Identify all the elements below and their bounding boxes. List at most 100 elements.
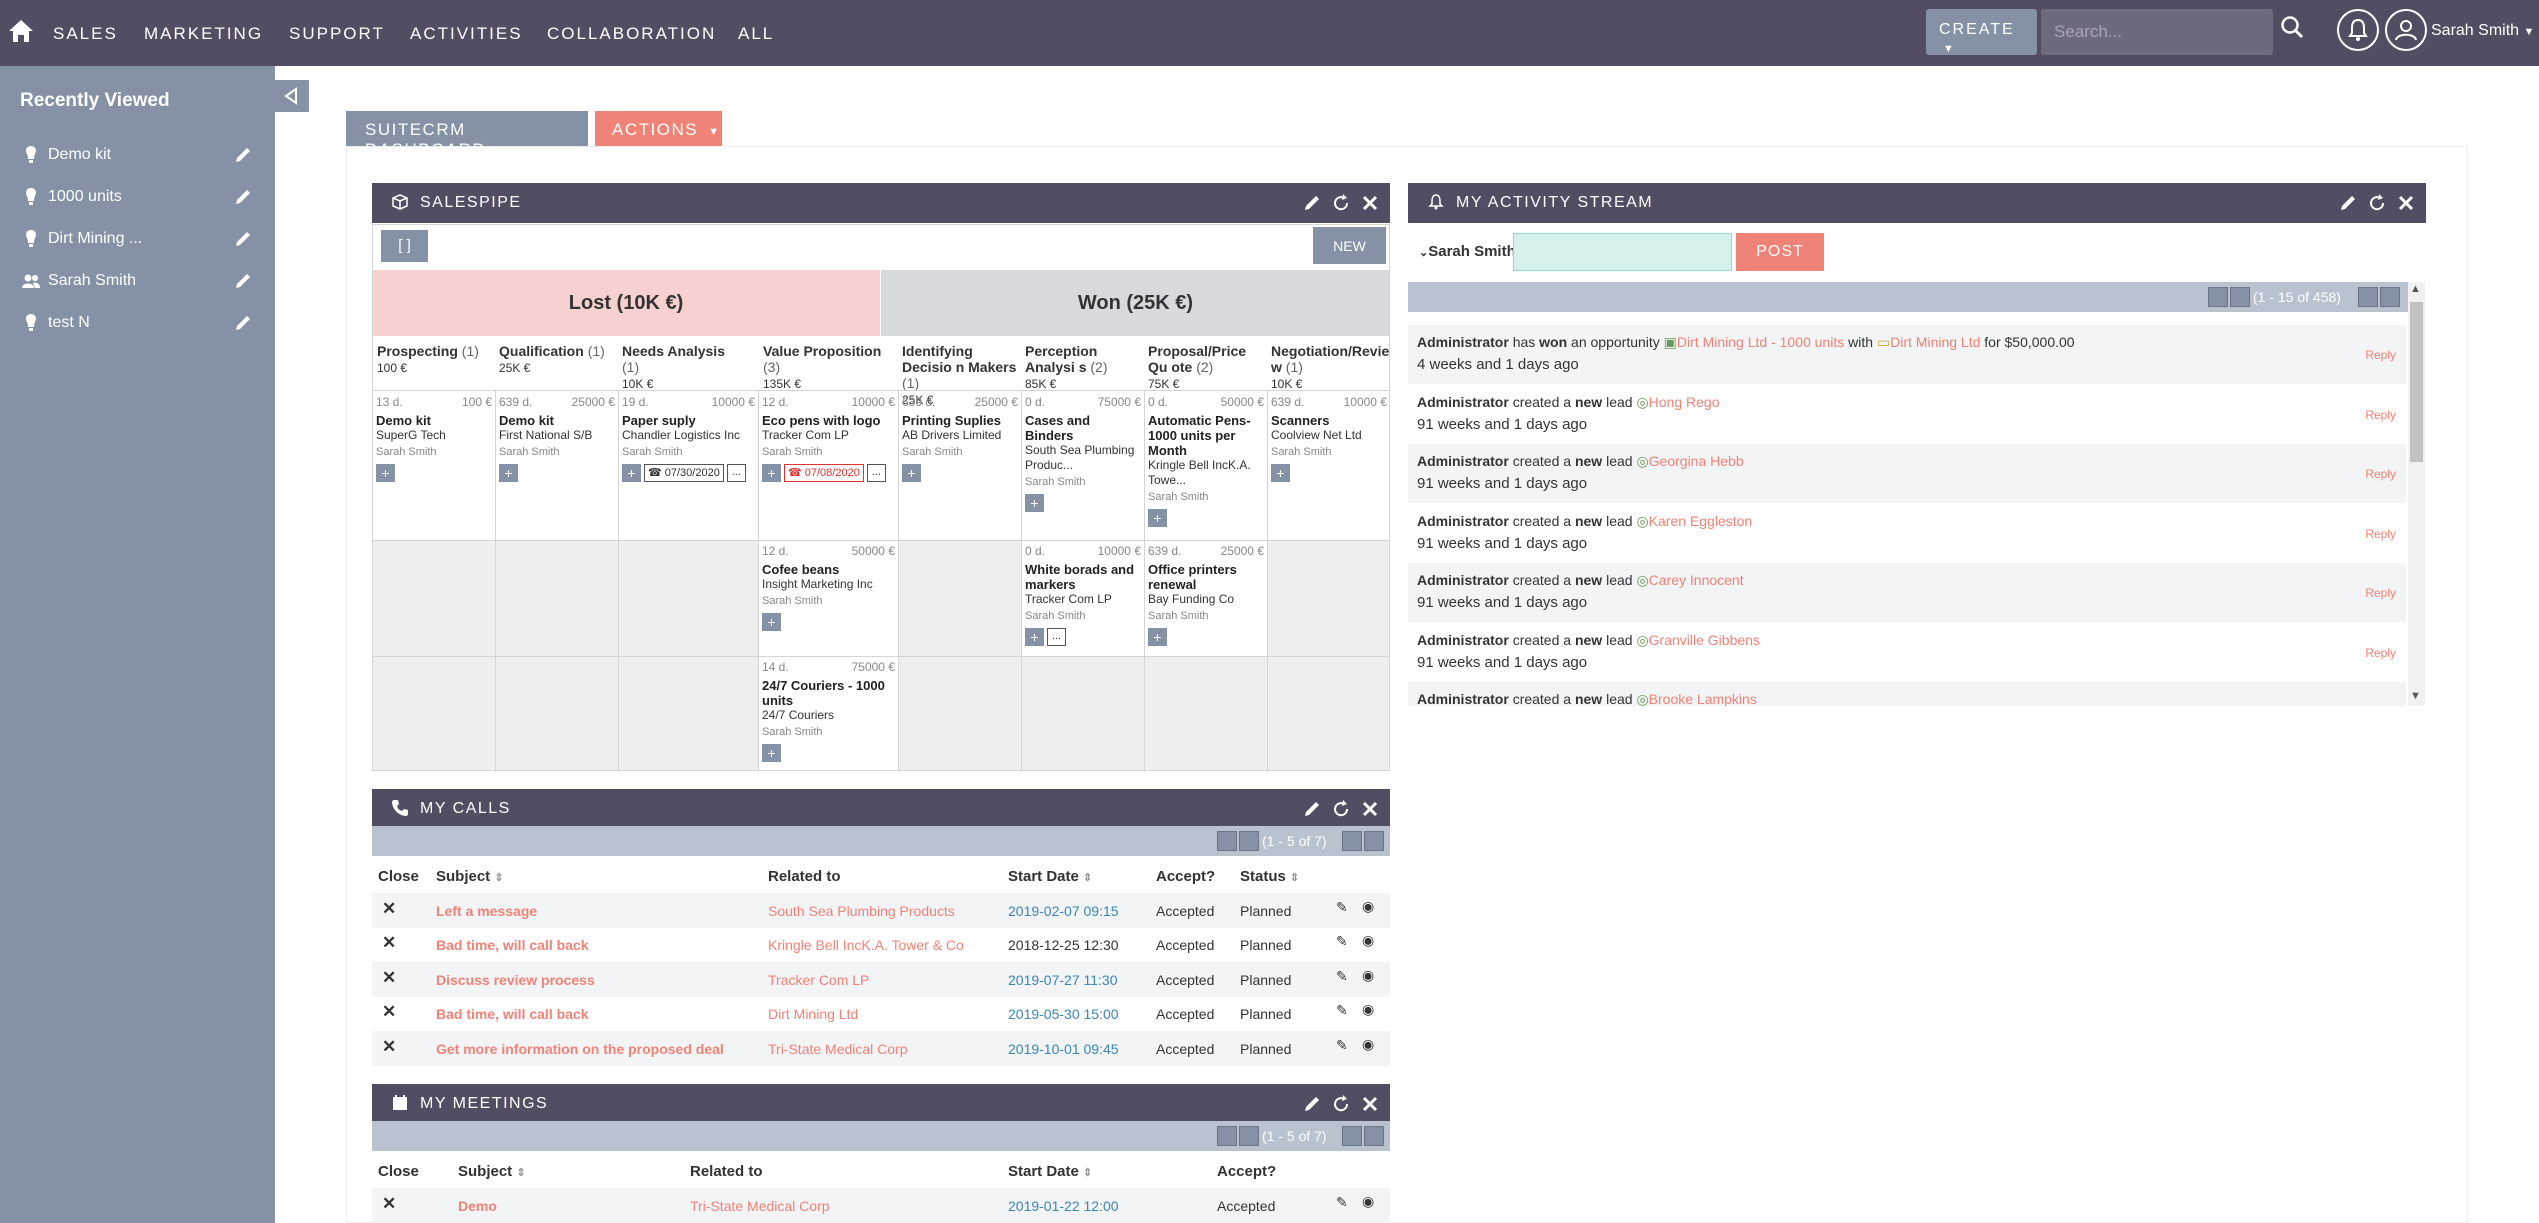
more-button[interactable]: ...: [1047, 628, 1066, 646]
user-avatar-button[interactable]: [2385, 9, 2427, 51]
search-icon[interactable]: [2279, 14, 2305, 40]
close-icon[interactable]: [1360, 799, 1380, 819]
add-button[interactable]: +: [376, 464, 395, 482]
sidebar-item-1000-units[interactable]: 1000 units: [0, 177, 275, 217]
pencil-icon[interactable]: [233, 271, 253, 291]
create-button[interactable]: CREATE ▼: [1926, 9, 2037, 55]
add-button[interactable]: +: [499, 464, 518, 482]
user-menu[interactable]: Sarah Smith ▼: [2431, 22, 2534, 40]
call-subject[interactable]: Bad time, will call back: [436, 937, 589, 953]
add-button[interactable]: +: [1271, 464, 1290, 482]
eye-icon[interactable]: ◉: [1362, 1001, 1375, 1017]
call-related[interactable]: Dirt Mining Ltd: [768, 1006, 859, 1022]
opportunity-card[interactable]: 14 d. 75000 € 24/7 Couriers - 1000 units …: [762, 660, 895, 762]
sidebar-item-test-n[interactable]: test N: [0, 303, 275, 343]
call-subject[interactable]: Left a message: [436, 903, 538, 919]
opportunity-card[interactable]: 0 d. 10000 € White borads and markers Tra…: [1025, 544, 1141, 646]
call-related[interactable]: Tracker Com LP: [768, 972, 870, 988]
post-input[interactable]: [1513, 233, 1732, 271]
card-name[interactable]: Cases and Binders: [1025, 413, 1091, 443]
activity-actor[interactable]: Administrator: [1417, 632, 1509, 648]
pencil-icon[interactable]: [2338, 193, 2358, 213]
pencil-icon[interactable]: ✎: [1336, 933, 1348, 949]
card-name[interactable]: Paper suply: [622, 413, 696, 428]
pencil-icon[interactable]: ✎: [1336, 1037, 1348, 1053]
actions-dropdown[interactable]: ACTIONS ▼: [595, 111, 722, 146]
opportunity-card[interactable]: 13 d. 100 € Demo kit SuperG Tech Sarah Sm…: [376, 395, 492, 482]
more-button[interactable]: ...: [866, 464, 886, 482]
activity-scrollbar-thumb[interactable]: [2410, 302, 2423, 462]
close-call-icon[interactable]: ✕: [382, 1037, 397, 1056]
opportunity-card[interactable]: 639 d. 25000 € Demo kit First National S/…: [499, 395, 615, 482]
opportunity-card[interactable]: 639 d. 25000 € Office printers renewal Ba…: [1148, 544, 1264, 646]
won-dropzone[interactable]: Won (25K €): [881, 270, 1390, 336]
refresh-icon[interactable]: [1331, 1094, 1351, 1114]
pencil-icon[interactable]: ✎: [1336, 1002, 1348, 1018]
pencil-icon[interactable]: [233, 313, 253, 333]
home-icon[interactable]: [7, 17, 35, 45]
next-page-button[interactable]: [2358, 287, 2378, 307]
eye-icon[interactable]: ◉: [1362, 898, 1375, 914]
activity-actor[interactable]: Administrator: [1417, 572, 1509, 588]
overdue-date-badge[interactable]: ☎ 07/08/2020: [784, 464, 864, 482]
eye-icon[interactable]: ◉: [1362, 967, 1375, 983]
activity-actor[interactable]: Administrator: [1417, 513, 1509, 529]
close-icon[interactable]: [2396, 193, 2416, 213]
activity-target-link[interactable]: Carey Innocent: [1648, 572, 1744, 588]
activity-target-link[interactable]: Karen Eggleston: [1648, 513, 1753, 529]
pencil-icon[interactable]: ✎: [1336, 968, 1348, 984]
eye-icon[interactable]: ◉: [1362, 932, 1375, 948]
reply-link[interactable]: Reply: [2365, 467, 2396, 481]
opportunity-card[interactable]: 19 d. 10000 € Paper suply Chandler Logist…: [622, 395, 755, 482]
sidebar-collapse-button[interactable]: [275, 80, 309, 112]
card-name[interactable]: Demo kit: [376, 413, 431, 428]
call-related[interactable]: Kringle Bell IncK.A. Tower & Co: [768, 937, 964, 953]
meeting-subject[interactable]: Demo: [458, 1198, 497, 1214]
col-start-date[interactable]: Start Date ⇕: [1008, 1163, 1092, 1180]
add-button[interactable]: +: [762, 613, 781, 631]
call-subject[interactable]: Discuss review process: [436, 972, 595, 988]
col-subject[interactable]: Subject ⇕: [458, 1163, 526, 1180]
pencil-icon[interactable]: [233, 145, 253, 165]
activity-target-link[interactable]: Hong Rego: [1648, 394, 1720, 410]
last-page-button[interactable]: [1364, 1126, 1384, 1146]
activity-actor[interactable]: Administrator: [1417, 691, 1509, 706]
reply-link[interactable]: Reply: [2365, 586, 2396, 600]
card-name[interactable]: Eco pens with logo: [762, 413, 881, 428]
eye-icon[interactable]: ◉: [1362, 1193, 1375, 1209]
reply-link[interactable]: Reply: [2365, 408, 2396, 422]
tab-suitecrm-dashboard[interactable]: SUITECRM DASHBOARD: [346, 111, 588, 159]
card-name[interactable]: Automatic Pens-1000 units per Month: [1148, 413, 1251, 458]
next-page-button[interactable]: [1342, 831, 1362, 851]
nav-sales[interactable]: SALES: [53, 24, 118, 43]
first-page-button[interactable]: [1217, 1126, 1237, 1146]
activity-actor[interactable]: Administrator: [1417, 394, 1509, 410]
add-button[interactable]: +: [1025, 494, 1044, 512]
activity-target-link[interactable]: Dirt Mining Ltd: [1890, 334, 1981, 350]
sidebar-item-demo-kit[interactable]: Demo kit: [0, 135, 275, 175]
opportunity-card[interactable]: 639 d. 10000 € Scanners Coolview Net Ltd …: [1271, 395, 1387, 482]
first-page-button[interactable]: [2208, 287, 2228, 307]
pencil-icon[interactable]: [233, 229, 253, 249]
lost-dropzone[interactable]: Lost (10K €): [372, 270, 880, 336]
next-page-button[interactable]: [1342, 1126, 1362, 1146]
last-page-button[interactable]: [1364, 831, 1384, 851]
add-button[interactable]: +: [1148, 509, 1167, 527]
reply-link[interactable]: Reply: [2365, 348, 2396, 362]
card-name[interactable]: Demo kit: [499, 413, 554, 428]
prev-page-button[interactable]: [2230, 287, 2250, 307]
sidebar-item-sarah-smith[interactable]: Sarah Smith: [0, 261, 275, 301]
search-input[interactable]: Search...: [2041, 9, 2273, 55]
reply-link[interactable]: Reply: [2365, 527, 2396, 541]
col-subject[interactable]: Subject ⇕: [436, 868, 504, 885]
add-button[interactable]: +: [762, 464, 781, 482]
salespipe-brackets-button[interactable]: [ ]: [381, 230, 428, 262]
close-call-icon[interactable]: ✕: [382, 1002, 397, 1021]
call-related[interactable]: South Sea Plumbing Products: [768, 903, 955, 919]
post-button[interactable]: POST: [1736, 233, 1824, 271]
add-button[interactable]: +: [1025, 628, 1044, 646]
pencil-icon[interactable]: [1302, 1094, 1322, 1114]
last-page-button[interactable]: [2380, 287, 2400, 307]
activity-target-link[interactable]: Georgina Hebb: [1648, 453, 1744, 469]
opportunity-card[interactable]: 12 d. 50000 € Cofee beans Insight Marketi…: [762, 544, 895, 631]
